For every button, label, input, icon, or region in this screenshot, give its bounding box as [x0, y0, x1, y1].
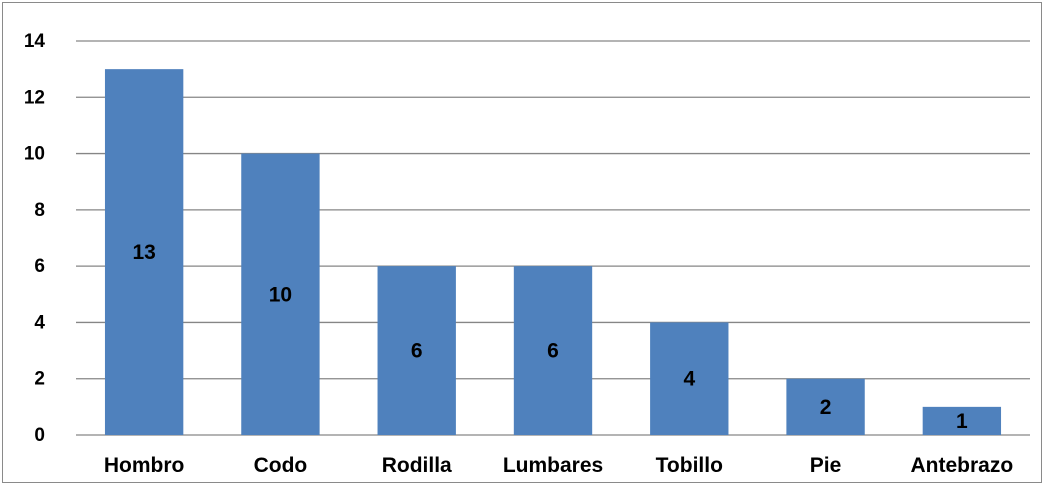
- y-tick-label: 12: [24, 87, 45, 108]
- x-tick-label: Tobillo: [656, 454, 723, 477]
- y-tick-label: 8: [34, 200, 45, 221]
- bar-pie: [786, 378, 865, 435]
- data-label: 2: [820, 396, 832, 419]
- x-tick-label: Antebrazo: [911, 454, 1014, 477]
- y-tick-label: 10: [24, 144, 45, 165]
- bar-codo: [241, 153, 320, 436]
- x-tick-label: Pie: [810, 454, 842, 477]
- bar-antebrazo: [922, 406, 1002, 435]
- data-label: 6: [411, 340, 423, 363]
- data-label: 6: [547, 340, 559, 363]
- data-label: 13: [132, 241, 155, 264]
- y-tick-label: 0: [34, 425, 45, 446]
- x-tick-label: Lumbares: [503, 454, 603, 477]
- y-tick-label: 4: [34, 312, 45, 333]
- data-label: 1: [956, 410, 968, 433]
- x-axis-ticks: Hombro Codo Rodilla Lumbares Tobillo Pie Anteb…: [104, 454, 1013, 477]
- data-label: 4: [683, 368, 695, 391]
- bar-hombro: [104, 69, 184, 436]
- x-tick-label: Hombro: [104, 454, 185, 477]
- data-label: 10: [269, 283, 292, 306]
- bar-rodilla: [377, 266, 456, 435]
- y-tick-label: 14: [24, 31, 46, 52]
- y-tick-label: 2: [34, 369, 45, 390]
- y-axis-ticks: 0 2 4 6 8 10 12 14: [24, 31, 46, 446]
- bars: [104, 69, 1002, 436]
- y-tick-label: 6: [34, 256, 45, 277]
- x-tick-label: Rodilla: [382, 454, 452, 477]
- bar-lumbares: [513, 266, 593, 435]
- data-labels: 13 10 6 6 4 2 1: [132, 241, 968, 433]
- bar-tobillo: [650, 322, 729, 435]
- x-tick-label: Codo: [254, 454, 308, 477]
- gridlines: [76, 40, 1030, 436]
